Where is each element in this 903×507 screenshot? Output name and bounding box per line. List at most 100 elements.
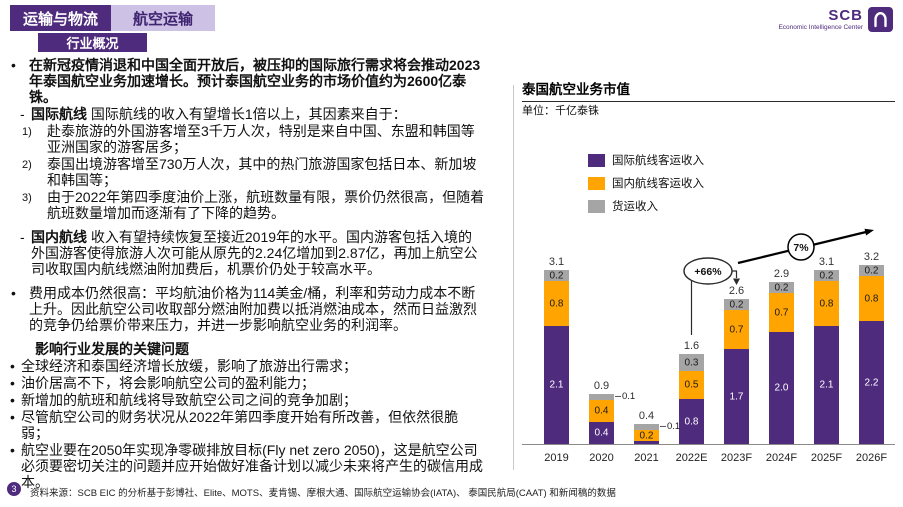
- paragraph: • 费用成本仍然很高：平均航油价格为114美金/桶，利率和劳动力成本不断上升。因此…: [8, 285, 486, 333]
- bar-segment: 0.8: [859, 276, 884, 321]
- segment-value-label: 0.4: [594, 427, 609, 439]
- segment-value-label: 2.0: [774, 382, 789, 394]
- paragraph-text: 国际航线 国际航线的收入有望增长1倍以上，其因素来自于：: [31, 106, 407, 122]
- paragraph-text: 影响行业发展的关键问题: [35, 341, 189, 357]
- x-axis-label: 2021: [634, 452, 659, 464]
- bar-total-label: 0.4: [638, 410, 655, 422]
- segment-value-label: 0.8: [684, 416, 699, 427]
- left-text: • 在新冠疫情消退和中国全面开放后，被压抑的国际旅行需求将会推动2023年泰国航空…: [8, 57, 486, 491]
- bar-group-2023F: 2.6 0.2 0.7 1.7: [714, 285, 759, 444]
- bar-group-2022E: 1.6 0.3 0.5 0.8: [669, 340, 714, 444]
- legend-swatch-icon: [588, 153, 605, 167]
- tab-air-transport: 航空运输: [111, 5, 215, 31]
- column-divider: [513, 85, 514, 470]
- bar-total-label: 3.1: [818, 256, 835, 268]
- segment-value-label: 0.8: [549, 298, 564, 309]
- bar-group-2020: 0.9 0.1 0.4 0.4: [579, 380, 635, 444]
- bar-segment: 2.1: [814, 326, 839, 444]
- bar-segment: 0.1: [634, 421, 680, 432]
- segment-value-label: 0.5: [684, 379, 699, 391]
- bar-stack: 0.3 0.5 0.8: [679, 354, 704, 444]
- chart-legend: 国际航线客运收入 国内航线客运收入 货运收入: [588, 152, 704, 214]
- bar-segment: 0.7: [724, 310, 749, 349]
- bar-group-2021: 0.4 0.1 0.2: [624, 410, 680, 444]
- bar-segment: 0.8: [679, 399, 704, 444]
- segment-value-label: 1.7: [729, 391, 744, 402]
- segment-value-label: 0.1: [622, 390, 636, 402]
- paragraph-text: 国内航线 收入有望持续恢复至接近2019年的水平。国内游客包括入境的外国游客使得…: [31, 229, 478, 277]
- bullet-marker: •: [11, 285, 16, 301]
- segment-value-label: 2.2: [864, 377, 879, 388]
- bar-stack: 0.2 0.7 1.7: [724, 299, 749, 444]
- bar-total-label: 3.2: [863, 251, 880, 263]
- bar-stack: 0.1 0.4 0.4: [589, 391, 635, 444]
- bar-segment: 2.0: [769, 332, 794, 444]
- legend-label: 国内航线客运收入: [612, 178, 704, 190]
- bar-segment: 0.3: [679, 354, 704, 371]
- paragraph-text: 新增加的航班和航线将导致航空公司之间的竞争加剧；: [21, 392, 357, 408]
- paragraph: • 在新冠疫情消退和中国全面开放后，被压抑的国际旅行需求将会推动2023年泰国航空…: [8, 57, 486, 105]
- bar-segment: 0.8: [814, 281, 839, 326]
- bar-segment: 0.2: [859, 265, 884, 276]
- tab-industry-overview: 行业概况: [38, 33, 147, 52]
- bar-segment: 0.5: [679, 371, 704, 399]
- segment-value-label: 2.1: [819, 379, 834, 391]
- x-axis-line: [522, 444, 895, 445]
- paragraph: 2) 泰国出境游客增至730万人次，其中的热门旅游国家包括日本、新加坡和韩国等；: [8, 156, 486, 188]
- scb-eic-logo: SCB Economic Intelligence Center: [778, 7, 893, 32]
- chart-title: 泰国航空业务市值: [522, 82, 895, 102]
- bullet-marker: •: [10, 358, 15, 374]
- segment-value-label: 0.2: [639, 430, 654, 441]
- bar-segment: 0.1: [589, 391, 635, 402]
- segment-value-callout: 0.1: [660, 421, 680, 432]
- bar-stack: 0.1 0.2: [634, 421, 680, 444]
- segment-value-label: 0.2: [819, 270, 834, 281]
- paragraph-text: 油价居高不下，将会影响航空公司的盈利能力；: [21, 375, 315, 391]
- paragraph-text: 全球经济和泰国经济增长放缓，影响了旅游出行需求；: [21, 358, 357, 374]
- bar-segment: 0.8: [544, 281, 569, 326]
- bar-segment: 0.2: [724, 299, 749, 310]
- logo-text: SCB Economic Intelligence Center: [778, 8, 863, 32]
- stacked-bar-chart: 国际航线客运收入 国内航线客运收入 货运收入 3.1 0.2 0.8 2.1 0.9 0.1 0…: [522, 122, 895, 467]
- paragraph-text: 由于2022年第四季度油价上涨，航班数量有限，票价仍然很高，但随着航班数量增加而…: [47, 189, 485, 221]
- bar-group-2025F: 3.1 0.2 0.8 2.1: [804, 256, 849, 444]
- segment-value-label: 0.1: [667, 420, 681, 432]
- bar-segment: 0.2: [544, 270, 569, 281]
- segment-value-label: 2.1: [549, 379, 564, 391]
- bullet-marker: 2): [22, 159, 32, 171]
- chart-panel: 泰国航空业务市值 单位：千亿泰铢 国际航线客运收入 国内航线客运收入 货运收入 3.…: [522, 82, 895, 467]
- bar-segment: [634, 441, 659, 444]
- bar-segment: 0.4: [589, 422, 614, 444]
- paragraph: - 国际航线 国际航线的收入有望增长1倍以上，其因素来自于：: [8, 106, 486, 122]
- callout-tick: [615, 395, 621, 397]
- bar-total-label: 2.9: [773, 268, 790, 280]
- legend-swatch-icon: [588, 176, 605, 190]
- bar-segment: 0.2: [634, 430, 659, 441]
- bullet-marker: •: [11, 57, 16, 73]
- tab-label: 运输与物流: [22, 10, 98, 28]
- bold-prefix: 国内航线: [31, 229, 91, 245]
- x-axis-labels: 2019 2020 2021 2022E 2023F 2024F 2025F 2026F: [522, 452, 894, 464]
- x-axis-label: 2026F: [855, 452, 888, 464]
- x-axis-label: 2019: [544, 452, 569, 464]
- bar-segment: 1.7: [724, 349, 749, 444]
- bold-prefix: 国际航线: [31, 106, 91, 122]
- x-axis-label: 2023F: [720, 452, 753, 464]
- legend-item: 货运收入: [588, 198, 704, 214]
- bar-stack: 0.2 0.8 2.1: [814, 270, 839, 444]
- segment-value-label: 0.4: [594, 405, 609, 417]
- paragraph: - 国内航线 收入有望持续恢复至接近2019年的水平。国内游客包括入境的外国游客使…: [8, 229, 486, 277]
- logo-brand: SCB: [828, 6, 863, 24]
- chart-unit-label: 单位：千亿泰铢: [522, 105, 599, 117]
- x-axis-label: 2025F: [810, 452, 843, 464]
- bar-stack: 0.2 0.8 2.1: [544, 270, 569, 444]
- bar-chart: 3.1 0.2 0.8 2.1 0.9 0.1 0.4 0.4 0.4 0.1 0.2 1.6 0.3 0…: [522, 144, 895, 444]
- paragraph-text: 航空业要在2050年实现净零碳排放目标(Fly net zero 2050)，这…: [21, 442, 483, 490]
- segment-value-label: 0.7: [774, 307, 789, 318]
- bullet-marker: •: [10, 409, 15, 425]
- tab-label: 行业概况: [66, 36, 119, 51]
- segment-value-label: 0.8: [819, 298, 834, 309]
- segment-value-label: 0.2: [549, 270, 564, 281]
- bar-stack: 0.2 0.7 2.0: [769, 282, 794, 444]
